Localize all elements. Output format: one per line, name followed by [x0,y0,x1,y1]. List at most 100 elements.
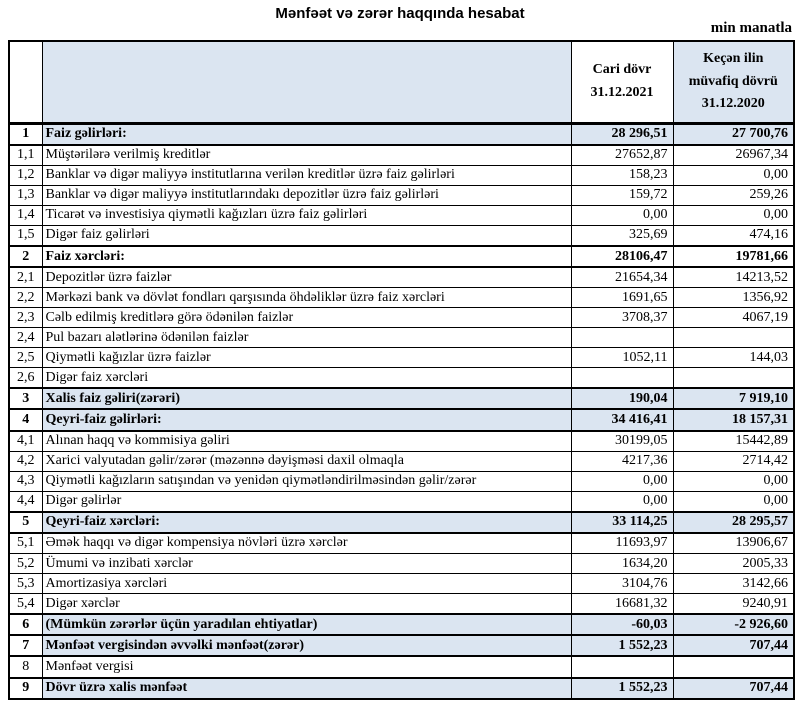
value-current-period: 16681,32 [570,593,674,615]
row-label: Qeyri-faiz xərcləri: [41,510,572,534]
table-row: 1,2 Banklar və digər maliyyə institutları… [8,164,795,186]
profit-loss-table: Cari dövr 31.12.2021 Keçən ilin müvafiq … [8,40,795,701]
value-current-period: 21654,34 [570,266,674,289]
row-number: 2 [8,244,43,269]
row-number: 6 [8,613,43,637]
row-number: 9 [8,676,43,701]
previous-period-title-line1: Keçən ilin [703,51,764,67]
value-current-period: 4217,36 [570,450,674,472]
value-previous-period: 1356,92 [672,287,795,309]
page-title: Mənfəət və zərər haqqında hesabat [275,5,525,22]
row-label: Faiz xərcləri: [41,244,572,269]
value-current-period: 3104,76 [570,573,674,594]
value-current-period: 11693,97 [570,532,674,554]
value-current-period: 1691,65 [570,287,674,309]
row-number: 5,3 [8,573,43,594]
table-row: 4,3 Qiymətli kağızların satışından və yen… [8,470,795,492]
table-row: 5,4 Digər xərclər 16681,32 9240,91 [8,593,795,615]
row-number: 4,4 [8,490,43,513]
row-number: 2,1 [8,266,43,289]
row-number: 2,4 [8,327,43,349]
current-period-title: Cari dövr [592,62,652,78]
value-previous-period: 259,26 [672,184,795,206]
value-current-period: 0,00 [570,490,674,513]
value-previous-period: 18 157,31 [672,408,795,432]
value-previous-period: 0,00 [672,204,795,226]
value-previous-period: 0,00 [672,490,795,513]
value-previous-period: 0,00 [672,164,795,186]
table-row: 1,3 Banklar və digər maliyyə institutları… [8,184,795,206]
table-row: 5,2 Ümumi və inzibati xərclər 1634,20 2005,… [8,553,795,574]
row-label: Qeyri-faiz gəlirləri: [41,408,572,432]
header-cell-number [8,40,43,125]
value-current-period [570,367,674,389]
row-number: 2,6 [8,367,43,389]
row-label: Xarici valyutadan gəlir/zərər (məzənnə d… [41,450,572,472]
header-cell-current-period: Cari dövr 31.12.2021 [570,40,674,125]
row-number: 1,5 [8,224,43,247]
value-previous-period [672,367,795,389]
value-previous-period: 28 295,57 [672,510,795,534]
table-row: 7 Mənfəət vergisindən əvvəlki mənfəət(zər… [8,634,795,658]
value-previous-period: 15442,89 [672,430,795,452]
row-number: 1,3 [8,184,43,206]
unit-note: min manatla [710,20,792,36]
previous-period-date: 31.12.2020 [701,95,765,111]
row-label: (Mümkün zərərlər üçün yaradılan ehtiyatl… [41,613,572,637]
value-previous-period: 707,44 [672,676,795,701]
value-current-period: 28106,47 [570,244,674,269]
row-label: Depozitlər üzrə faizlər [41,266,572,289]
current-period-date: 31.12.2021 [590,84,654,100]
value-current-period: 34 416,41 [570,408,674,432]
value-current-period: 27652,87 [570,144,674,166]
value-previous-period: 2005,33 [672,553,795,574]
table-row: 2,1 Depozitlər üzrə faizlər 21654,34 14213,… [8,266,795,289]
value-previous-period: 19781,66 [672,244,795,269]
row-label: Ümumi və inzibati xərclər [41,553,572,574]
table-row: 1,1 Müştərilərə verilmiş kreditlər 27652,8… [8,144,795,166]
table-row: 4,1 Alınan haqq və kommisiya gəliri 30199,… [8,430,795,452]
previous-period-title-line2: müvafiq dövrü [688,73,778,89]
table-row: 2,2 Mərkəzi bank və dövlət fondları qarşı… [8,287,795,309]
value-current-period: 30199,05 [570,430,674,452]
table-row: 8 Mənfəət vergisi [8,655,795,679]
value-current-period [570,327,674,349]
table-row: 5,3 Amortizasiya xərcləri 3104,76 3142,66 [8,573,795,594]
row-label: Mənfəət vergisindən əvvəlki mənfəət(zərə… [41,634,572,658]
row-label: Digər faiz xərcləri [41,367,572,389]
row-number: 7 [8,634,43,658]
value-current-period: 0,00 [570,470,674,492]
row-number: 1,4 [8,204,43,226]
row-label: Ticarət və investisiya qiymətli kağızlar… [41,204,572,226]
value-previous-period: 474,16 [672,224,795,247]
table-row: 1,5 Digər faiz gəlirləri 325,69 474,16 [8,224,795,247]
value-current-period: 1 552,23 [570,676,674,701]
value-previous-period: -2 926,60 [672,613,795,637]
row-number: 3 [8,387,43,411]
value-current-period: 325,69 [570,224,674,247]
row-number: 2,3 [8,307,43,329]
table-row: 9 Dövr üzrə xalis mənfəət 1 552,23 707,44 [8,676,795,701]
value-previous-period: 13906,67 [672,532,795,554]
value-previous-period: 0,00 [672,470,795,492]
row-number: 4,3 [8,470,43,492]
value-current-period: 1 552,23 [570,634,674,658]
row-number: 5,1 [8,532,43,554]
row-number: 8 [8,655,43,679]
row-label: Mənfəət vergisi [41,655,572,679]
value-current-period: 33 114,25 [570,510,674,534]
header-cell-previous-period: Keçən ilin müvafiq dövrü 31.12.2020 [672,40,795,125]
row-label: Pul bazarı alətlərinə ödənilən faizlər [41,327,572,349]
value-previous-period [672,655,795,679]
row-label: Qiymətli kağızlar üzrə faizlər [41,347,572,369]
table-row: 4,2 Xarici valyutadan gəlir/zərər (məzənn… [8,450,795,472]
value-current-period: -60,03 [570,613,674,637]
row-number: 1,1 [8,144,43,166]
row-label: Amortizasiya xərcləri [41,573,572,594]
row-label: Cəlb edilmiş kreditlərə görə ödənilən fa… [41,307,572,329]
row-label: Banklar və digər maliyyə institutlarında… [41,184,572,206]
table-row: 5,1 Əmək haqqı və digər kompensiya növlər… [8,532,795,554]
table-row: 2,4 Pul bazarı alətlərinə ödənilən faizlə… [8,327,795,349]
value-current-period: 28 296,51 [570,122,674,146]
value-previous-period: 3142,66 [672,573,795,594]
